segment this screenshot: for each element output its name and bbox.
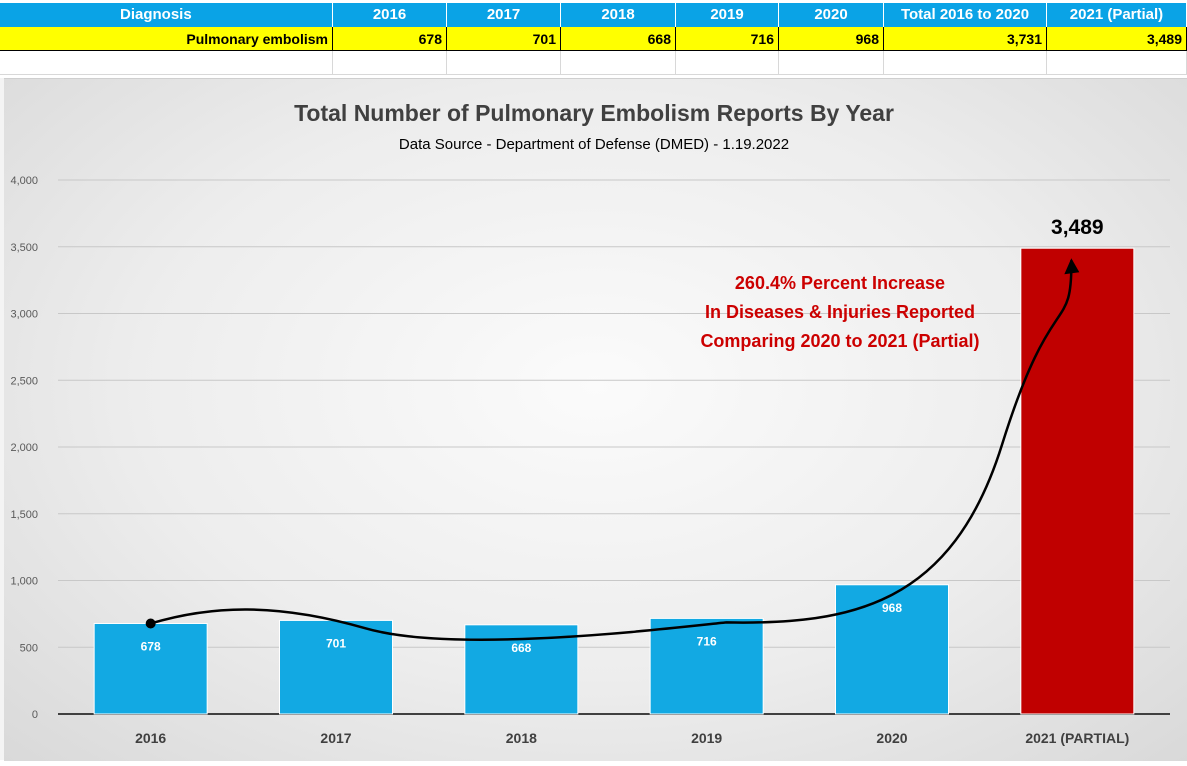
data-cell: 678 [333,27,447,51]
blank-cell [447,51,561,75]
grid-lines [58,179,1170,715]
y-tick-label: 3,500 [10,242,38,254]
y-tick-label: 4,000 [10,175,38,187]
header-cell: 2019 [676,3,779,27]
header-cell: 2021 (Partial) [1047,3,1187,27]
chart-area: Total Number of Pulmonary Embolism Repor… [4,78,1187,761]
bar [835,584,949,715]
y-tick-label: 1,000 [10,576,38,588]
bar [93,622,208,715]
bar-chart: Total Number of Pulmonary Embolism Repor… [10,100,1170,746]
bar-value-label: 716 [697,634,717,648]
data-cell: 968 [779,27,884,51]
sheet-left-margin [0,78,4,760]
chart-title: Total Number of Pulmonary Embolism Repor… [294,100,894,126]
bar-value-label: 3,489 [1051,216,1104,239]
data-cell: 3,731 [884,27,1047,51]
data-cell: 3,489 [1047,27,1187,51]
annotation-line: Comparing 2020 to 2021 (Partial) [700,331,979,351]
blank-cell [884,51,1047,75]
y-tick-label: 0 [32,709,38,721]
blank-cell [561,51,676,75]
blank-cell [676,51,779,75]
header-cell: Total 2016 to 2020 [884,3,1047,27]
annotation-line: In Diseases & Injuries Reported [705,302,975,322]
trend-arrow [145,258,1080,641]
increase-annotation: 260.4% Percent Increase In Diseases & Inj… [700,273,979,351]
x-tick-label: 2016 [135,730,166,746]
bar-value-label: 668 [511,641,531,655]
header-cell: 2020 [779,3,884,27]
bar-value-label: 678 [141,639,161,653]
chart-subtitle: Data Source - Department of Defense (DME… [399,136,789,153]
x-tick-label: 2019 [691,730,722,746]
y-tick-label: 3,000 [10,309,38,321]
y-tick-label: 2,000 [10,442,38,454]
trend-start-dot [145,618,156,629]
data-cell: Pulmonary embolism [0,27,333,51]
bar [279,619,393,715]
data-cell: 701 [447,27,561,51]
x-tick-label: 2020 [876,730,907,746]
x-tick-label: 2021 (PARTIAL) [1025,730,1129,746]
blank-cell [1047,51,1187,75]
bars: 678 701 668 716 968 3,489 [93,216,1135,715]
blank-cell [0,51,333,75]
header-cell: 2017 [447,3,561,27]
blank-cell [779,51,884,75]
blank-cell [333,51,447,75]
y-tick-label: 1,500 [10,509,38,521]
x-tick-label: 2017 [320,730,351,746]
annotation-line: 260.4% Percent Increase [735,273,945,293]
data-cell: 716 [676,27,779,51]
header-cell: 2016 [333,3,447,27]
x-tick-label: 2018 [506,730,537,746]
x-axis-labels: 2016 2017 2018 2019 2020 2021 (PARTIAL) [135,730,1129,746]
y-tick-label: 500 [20,642,38,654]
header-cell: 2018 [561,3,676,27]
y-axis-labels: 0 500 1,000 1,500 2,000 2,500 3,000 3,500 4,000 [10,175,38,721]
trend-arrowhead [1064,258,1080,275]
bar-value-label: 968 [882,601,902,615]
bar-value-label: 701 [326,636,346,650]
trend-curve [150,260,1073,641]
y-tick-label: 2,500 [10,375,38,387]
bar [649,617,764,715]
header-cell: Diagnosis [0,3,333,27]
data-cell: 668 [561,27,676,51]
bar [1020,247,1135,715]
